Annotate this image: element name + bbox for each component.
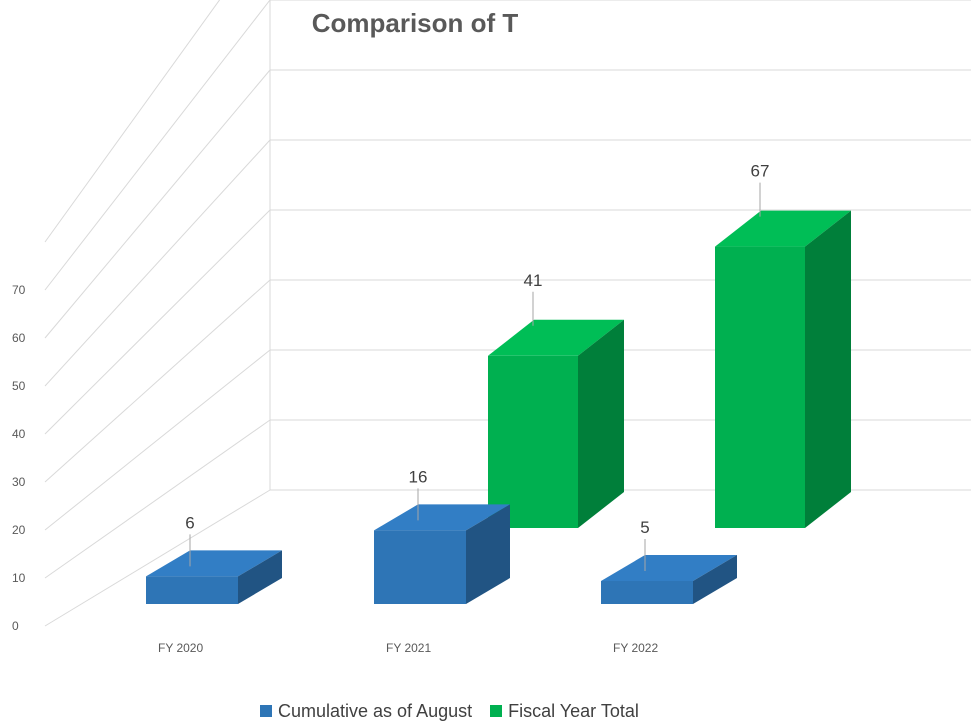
bar-fiscal-year-total-side	[805, 210, 851, 528]
legend-label-fiscal-year-total: Fiscal Year Total	[508, 700, 639, 721]
gridline-side	[44, 0, 271, 291]
bar-cumulative	[601, 581, 693, 604]
x-tick-label: FY 2021	[386, 641, 431, 655]
bar-fiscal-year-total-side	[578, 319, 624, 528]
data-label: 5	[640, 518, 649, 537]
data-label: 67	[751, 162, 770, 181]
gridline-side	[44, 489, 271, 627]
bar-cumulative-side	[466, 504, 510, 604]
gridline-side	[44, 419, 271, 579]
legend-swatch-cumulative	[260, 705, 272, 717]
bar-cumulative	[146, 576, 238, 604]
bar-cumulative	[374, 530, 466, 604]
chart-title: Comparison of T	[311, 8, 519, 38]
x-tick-label: FY 2022	[613, 641, 658, 655]
gridline-side	[44, 69, 271, 339]
legend-swatch-fiscal-year-total	[490, 705, 503, 717]
gridline-side	[44, 0, 221, 243]
y-tick-label: 0	[12, 619, 19, 633]
bar-cumulative-top	[601, 555, 737, 581]
bar-fiscal-year-total	[715, 246, 805, 528]
bar-fiscal-year-total	[488, 355, 578, 528]
data-label: 41	[524, 271, 543, 290]
bar-fiscal-year-total-top	[715, 210, 851, 247]
bar-cumulative-side	[238, 550, 282, 604]
gridline-side	[44, 349, 271, 531]
bar-cumulative-side	[693, 555, 737, 604]
y-tick-label: 60	[12, 331, 26, 345]
gridline-side	[44, 139, 271, 387]
chart-legend: Cumulative as of August Fiscal Year Tota…	[260, 700, 639, 722]
y-tick-label: 10	[12, 571, 26, 585]
bar-fiscal-year-total-top	[488, 319, 624, 356]
gridline-side	[44, 209, 271, 435]
gridline-side	[44, 279, 271, 483]
legend-item-cumulative: Cumulative as of August	[260, 701, 472, 722]
y-tick-label: 70	[12, 283, 26, 297]
y-tick-label: 30	[12, 475, 26, 489]
legend-item-fiscal-year-total: Fiscal Year Total	[490, 701, 639, 722]
y-tick-label: 20	[12, 523, 26, 537]
y-tick-label: 50	[12, 379, 26, 393]
data-label: 6	[185, 513, 194, 532]
data-label: 16	[409, 467, 428, 486]
bar-cumulative-top	[146, 550, 282, 577]
x-tick-label: FY 2020	[158, 641, 203, 655]
y-tick-label: 40	[12, 427, 26, 441]
bar-cumulative-top	[374, 504, 510, 531]
legend-label-cumulative: Cumulative as of August	[278, 700, 473, 721]
